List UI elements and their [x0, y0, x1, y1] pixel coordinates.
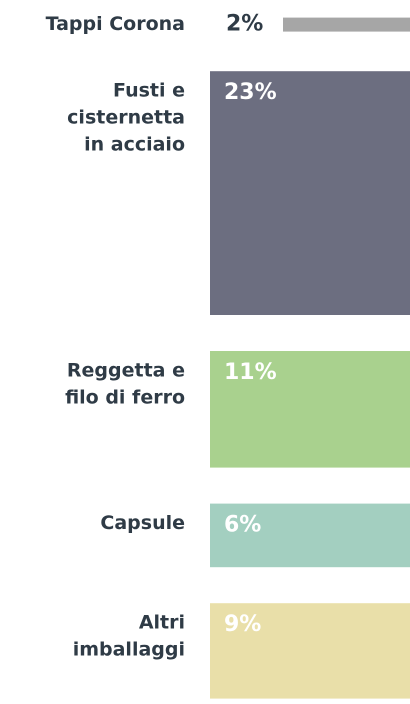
category-label: cisternetta — [67, 107, 185, 129]
category-label: Fusti e — [113, 80, 185, 102]
value-label: 23% — [224, 80, 277, 105]
category-label: filo di ferro — [65, 387, 185, 409]
bar — [210, 71, 410, 315]
category-label: Reggetta e — [67, 360, 185, 382]
value-label: 9% — [224, 612, 261, 637]
bar — [210, 503, 410, 568]
bar — [210, 603, 410, 699]
category-label: imballaggi — [73, 639, 185, 661]
bar — [210, 351, 410, 468]
bar — [283, 17, 410, 32]
value-label: 11% — [224, 360, 277, 385]
category-label: Altri — [139, 612, 185, 634]
value-label: 2% — [226, 12, 263, 37]
value-label: 6% — [224, 513, 261, 538]
category-label: Capsule — [100, 512, 185, 534]
category-label: in acciaio — [84, 134, 185, 156]
category-label: Tappi Corona — [46, 13, 185, 35]
